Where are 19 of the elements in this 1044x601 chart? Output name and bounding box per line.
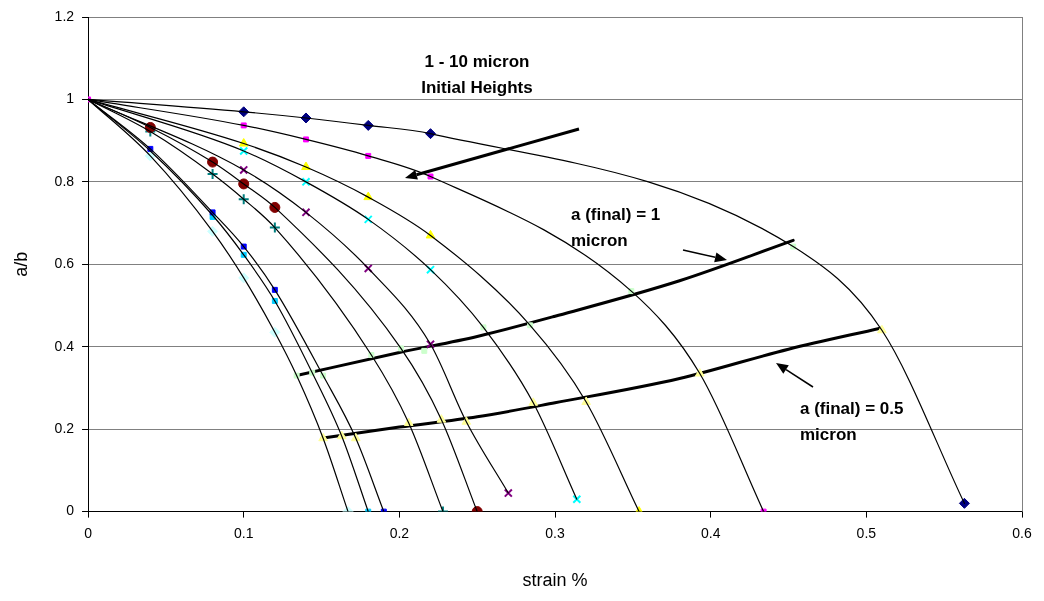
y-tick-label: 1	[66, 90, 75, 107]
y-axis-title: a/b	[10, 251, 31, 277]
x-tick-label: 0.5	[856, 524, 877, 541]
x-tick-label: 0.3	[545, 524, 565, 541]
x-tick-label: 0.1	[233, 524, 254, 541]
y-tick-label: 0.2	[54, 420, 75, 437]
y-tick-label: 0.8	[54, 172, 75, 189]
x-tick-label: 0	[84, 524, 93, 541]
y-tick-label: 1.2	[54, 7, 75, 24]
annotation: a (final) = 1 micron	[571, 204, 661, 250]
x-tick-label: 0.2	[389, 524, 410, 541]
annotation: a (final) = 0.5 micron	[800, 398, 904, 444]
x-axis-title: strain %	[522, 570, 588, 591]
annotation: 1 - 10 micron Initial Heights	[421, 51, 533, 97]
x-tick-label: 0.6	[1012, 524, 1032, 541]
x-tick-label: 0.4	[700, 524, 721, 541]
y-tick-label: 0.6	[54, 255, 75, 272]
y-tick-label: 0.4	[54, 337, 75, 354]
y-tick-label: 0	[66, 502, 75, 519]
